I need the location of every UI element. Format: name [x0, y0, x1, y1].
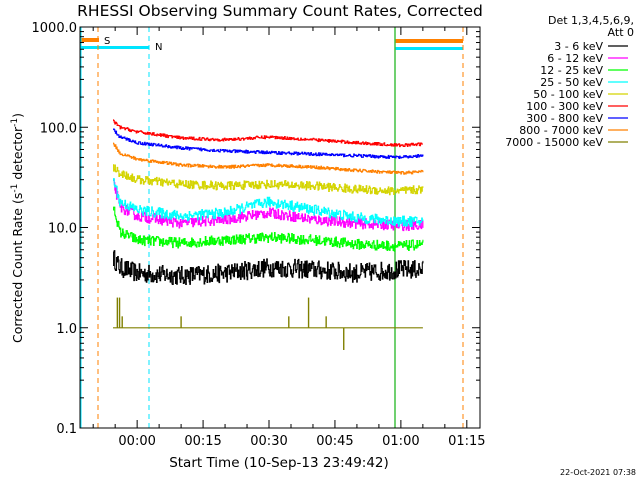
flag-s-bar-left	[80, 38, 99, 42]
x-axis-label: Start Time (10-Sep-13 23:49:42)	[169, 455, 389, 471]
flag-n-bar-left	[80, 46, 149, 49]
y-axis-label: Corrected Count Rate (s-1 detector-1)	[10, 113, 25, 343]
series-line-0	[113, 250, 424, 286]
legend-label: 6 - 12 keV	[547, 52, 603, 65]
flag-n-bar-right	[395, 47, 463, 50]
legend-label: 3 - 6 keV	[554, 40, 603, 53]
x-tick-label: 01:15	[448, 434, 485, 449]
series-line-3	[113, 178, 424, 228]
flag-s-bar-right	[395, 39, 463, 43]
series-line-5	[113, 119, 423, 148]
legend-header-line-1: Det 1,3,4,5,6,9,	[548, 14, 634, 27]
y-tick-label: 100.0	[40, 121, 77, 136]
legend-label: 100 - 300 keV	[526, 100, 603, 113]
x-tick-label: 01:00	[382, 434, 419, 449]
y-tick-label: 10.0	[48, 222, 77, 237]
series-line-7	[113, 142, 424, 175]
flag-n-label: N	[155, 42, 162, 53]
flag-s-label: S	[104, 36, 110, 47]
series-line-1	[113, 178, 424, 232]
x-tick-label: 00:15	[184, 434, 221, 449]
y-tick-label: 1000.0	[32, 21, 78, 36]
series-line-6	[113, 128, 424, 159]
series-line-2	[113, 206, 424, 252]
x-tick-label: 00:45	[316, 434, 353, 449]
series-group	[113, 119, 424, 350]
legend-label: 800 - 7000 keV	[519, 124, 603, 137]
x-tick-label: 00:00	[118, 434, 155, 449]
legend-label: 25 - 50 keV	[540, 76, 603, 89]
y-tick-label: 1.0	[56, 322, 77, 337]
y-axis-ticks: 0.1 1.0 10.0 100.0 1000.0	[32, 21, 480, 437]
chart-title: RHESSI Observing Summary Count Rates, Co…	[77, 2, 483, 20]
legend-label: 50 - 100 keV	[533, 88, 603, 101]
legend-label: 300 - 800 keV	[526, 112, 603, 125]
x-tick-label: 00:30	[250, 434, 287, 449]
legend-label: 12 - 25 keV	[540, 64, 603, 77]
series-line-4	[113, 164, 424, 196]
x-axis-ticks: 00:00 00:15 00:30 00:45 01:00 01:15	[92, 27, 486, 449]
legend-label: 7000 - 15000 keV	[505, 136, 603, 149]
timestamp-label: 22-Oct-2021 07:38	[560, 468, 636, 477]
legend-header-line-2: Att 0	[608, 26, 634, 39]
y-tick-label: 0.1	[56, 422, 77, 437]
